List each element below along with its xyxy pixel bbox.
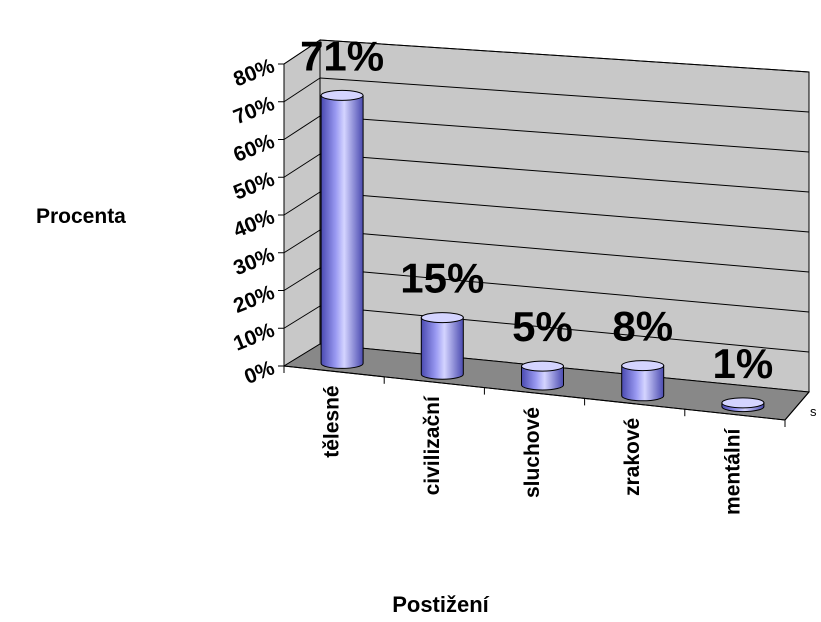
gridline — [319, 115, 810, 153]
bar-top — [621, 360, 665, 372]
depth-axis-line — [784, 391, 810, 421]
x-tick-label: tělesné — [321, 385, 344, 457]
y-tick-label: 20% — [230, 281, 278, 318]
data-label: 5% — [512, 303, 573, 350]
gridline-side — [283, 115, 321, 140]
gridline — [319, 39, 810, 73]
y-tick-label: 0% — [241, 356, 278, 389]
bar-5 — [721, 397, 765, 413]
data-label: 1% — [713, 340, 774, 387]
bar-2 — [420, 312, 464, 380]
data-label: 8% — [612, 303, 673, 350]
y-tick-label: 30% — [230, 243, 278, 280]
gridline-side — [283, 191, 321, 216]
x-tick-label: mentální — [721, 427, 744, 515]
bar-4 — [621, 360, 665, 402]
bar-top — [721, 397, 765, 409]
bar-1 — [320, 89, 364, 369]
gridline-side — [283, 267, 321, 291]
gridline-side — [283, 39, 321, 65]
x-axis-title: Postižení — [392, 592, 489, 617]
y-tick-label: 60% — [230, 130, 278, 167]
gridline-side — [283, 229, 321, 254]
bar-body — [420, 317, 464, 380]
gridline — [319, 153, 810, 193]
bar-top — [420, 312, 464, 324]
y-tick-label: 10% — [230, 318, 278, 355]
x-axis-line — [283, 365, 786, 421]
gridline — [319, 305, 810, 353]
bar-top — [320, 89, 364, 101]
gridline — [319, 229, 810, 273]
x-tick-label: zrakové — [621, 418, 644, 496]
depth-axis-label: s — [810, 404, 817, 419]
y-tick-label: 40% — [230, 205, 278, 242]
y-axis-title: Procenta — [36, 205, 126, 228]
gridline — [319, 267, 810, 313]
gridline-side — [283, 77, 321, 103]
data-label: 71% — [300, 32, 384, 79]
x-tick-label: sluchové — [521, 407, 544, 498]
gridline-side — [283, 305, 321, 329]
y-tick-label: 50% — [230, 167, 278, 204]
gridline — [319, 77, 810, 113]
data-label: 15% — [400, 255, 484, 302]
gridline-side — [283, 153, 321, 178]
bar-body — [521, 365, 564, 391]
y-tick-label: 80% — [230, 54, 278, 91]
bar-body — [320, 94, 364, 369]
bar-3 — [521, 360, 564, 391]
x-tick-label: civilizační — [421, 395, 444, 495]
y-tick-label: 70% — [230, 92, 278, 129]
bar-body — [621, 365, 665, 402]
gridline — [319, 191, 810, 233]
bar-top — [521, 360, 564, 372]
